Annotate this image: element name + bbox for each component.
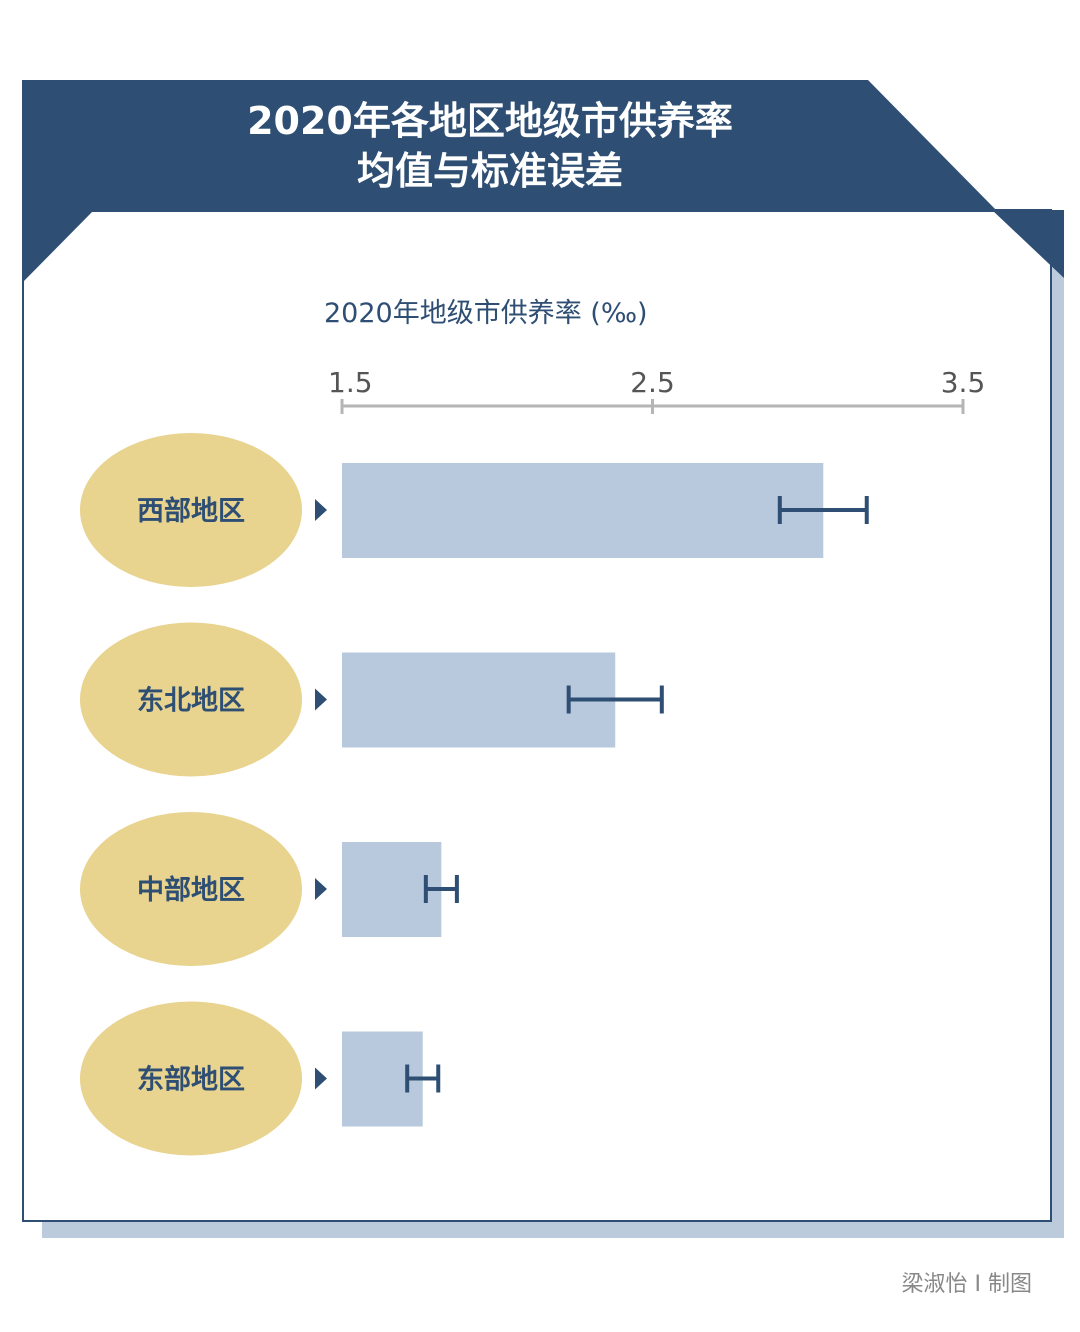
category-ellipse <box>80 812 302 966</box>
corner-left <box>22 210 94 283</box>
credit: 梁淑怡 I 制图 <box>901 1272 1032 1297</box>
category-label: 西部地区 <box>137 495 245 527</box>
category-ellipse <box>80 622 302 777</box>
category-row: 东部地区 <box>80 1001 441 1156</box>
x-tick-label: 1.5 <box>328 366 373 399</box>
category-label: 东部地区 <box>137 1064 245 1096</box>
category-label: 中部地区 <box>137 874 245 906</box>
arrow-icon <box>315 1067 327 1090</box>
x-tick-label: 2.5 <box>630 366 675 399</box>
category-row: 西部地区 <box>80 433 869 587</box>
category-label: 东北地区 <box>137 685 245 717</box>
category-ellipse <box>80 433 302 587</box>
category-row: 东北地区 <box>80 622 664 777</box>
x-axis-label: 2020年地级市供养率 (‰) <box>324 298 648 329</box>
arrow-icon <box>315 688 327 711</box>
header-banner <box>22 80 998 212</box>
category-row: 中部地区 <box>80 812 459 966</box>
category-ellipse <box>80 1001 302 1156</box>
corner-right <box>992 210 1064 278</box>
bar <box>342 463 824 558</box>
x-tick-label: 3.5 <box>941 366 986 399</box>
arrow-icon <box>315 499 327 521</box>
chart-title-line2: 均值与标准误差 <box>356 149 623 193</box>
arrow-icon <box>315 878 327 900</box>
chart-title-line1: 2020年各地区地级市供养率 <box>247 99 733 143</box>
